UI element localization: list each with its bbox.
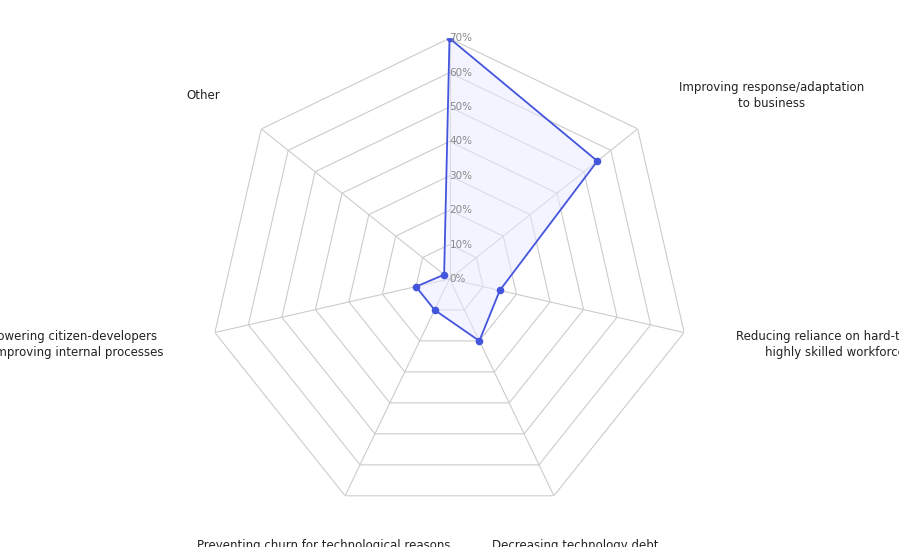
Point bbox=[590, 156, 604, 165]
Text: Reducing reliance on hard-to-find
highly skilled workforce: Reducing reliance on hard-to-find highly… bbox=[735, 330, 899, 359]
Text: 20%: 20% bbox=[450, 205, 473, 215]
Text: 60%: 60% bbox=[450, 68, 473, 78]
Text: 70%: 70% bbox=[450, 33, 473, 43]
Text: Improving response/adaptation
to business: Improving response/adaptation to busines… bbox=[679, 82, 864, 110]
Text: Empowering citizen-developers
and improving internal processes: Empowering citizen-developers and improv… bbox=[0, 330, 164, 359]
Text: Decreasing technology debt: Decreasing technology debt bbox=[492, 539, 658, 547]
Text: Other: Other bbox=[186, 89, 220, 102]
Point bbox=[437, 270, 451, 279]
Text: Preventing churn for technological reasons: Preventing churn for technological reaso… bbox=[198, 539, 451, 547]
Point bbox=[493, 286, 507, 295]
Polygon shape bbox=[416, 38, 597, 341]
Text: 30%: 30% bbox=[450, 171, 473, 181]
Text: 40%: 40% bbox=[450, 136, 473, 147]
Text: 10%: 10% bbox=[450, 240, 473, 249]
Point bbox=[409, 282, 423, 291]
Point bbox=[427, 306, 441, 315]
Point bbox=[442, 34, 457, 43]
Text: 50%: 50% bbox=[450, 102, 473, 112]
Text: 0%: 0% bbox=[450, 274, 466, 284]
Point bbox=[472, 336, 486, 345]
